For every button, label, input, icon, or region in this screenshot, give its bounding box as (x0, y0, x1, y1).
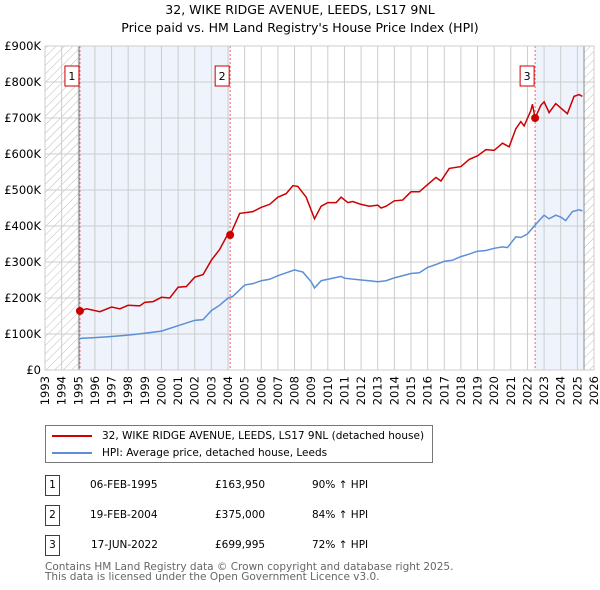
x-tick-label: 2004 (221, 376, 235, 405)
chart-subtitle: Price paid vs. HM Land Registry's House … (121, 20, 479, 35)
sale-price: £699,995 (215, 539, 266, 551)
property-price-line (79, 93, 583, 313)
x-tick-label: 2021 (504, 376, 518, 405)
legend-blue-line (52, 452, 92, 454)
sale-point (75, 306, 84, 315)
sale-marker-badge: 3 (45, 535, 60, 556)
x-tick-label: 2003 (204, 376, 218, 405)
sale-label-box (214, 65, 230, 87)
x-tick-label: 2026 (587, 376, 600, 405)
chart-title: 32, WIKE RIDGE AVENUE, LEEDS, LS17 9NL (165, 2, 435, 17)
x-tick-label: 1996 (88, 376, 102, 405)
sale-hpi: 90% ↑ HPI (312, 479, 369, 491)
plot-border (44, 45, 595, 371)
sale-date: 19-FEB-2004 (90, 509, 158, 521)
sale-row: 2 19-FEB-2004 £375,000 84% ↑ HPI (45, 505, 445, 527)
chart-legend: 32, WIKE RIDGE AVENUE, LEEDS, LS17 9NL (… (45, 425, 433, 463)
x-tick-label: 2011 (337, 376, 351, 405)
legend-label-hpi: HPI: Average price, detached house, Leed… (102, 447, 328, 459)
x-tick-label: 2014 (387, 376, 401, 405)
x-tick-label: 2000 (154, 376, 168, 405)
y-tick-label: £200K (4, 291, 41, 305)
y-tick-label: £700K (4, 111, 41, 125)
x-tick-label: 2022 (520, 376, 534, 405)
sale-date: 17-JUN-2022 (91, 539, 158, 551)
sale-label: 1 (68, 70, 75, 83)
sale-date: 06-FEB-1995 (90, 479, 158, 491)
x-tick-label: 2024 (554, 376, 568, 405)
sale-point (531, 114, 540, 123)
x-tick-label: 2019 (471, 376, 485, 405)
legend-red-line (52, 435, 92, 437)
sale-point (226, 231, 235, 239)
x-tick-label: 2020 (487, 376, 501, 405)
y-tick-label: £900K (4, 39, 41, 53)
x-tick-label: 1999 (138, 376, 152, 405)
y-tick-label: £600K (4, 147, 41, 161)
sale-row: 1 06-FEB-1995 £163,950 90% ↑ HPI (45, 475, 445, 497)
price-chart: 1993 1994 1995 1996 1997 1998 1999 2000 2001 2002… (4, 39, 600, 405)
shaded-region (535, 46, 585, 370)
sale-label: 2 (219, 70, 226, 83)
x-tick-label: 2005 (238, 376, 252, 405)
x-tick-label: 2010 (321, 376, 335, 405)
x-tick-label: 2016 (421, 376, 435, 405)
x-tick-label: 2001 (171, 376, 185, 405)
y-tick-label: £300K (4, 255, 41, 269)
footer-copyright: Contains HM Land Registry data © Crown c… (45, 561, 454, 573)
footer-licence: This data is licensed under the Open Gov… (45, 571, 380, 583)
x-tick-label: 2006 (254, 376, 268, 405)
sale-hpi: 72% ↑ HPI (312, 539, 369, 551)
sale-label: 3 (524, 70, 531, 83)
y-tick-label: £500K (4, 183, 41, 197)
x-tick-label: 2008 (288, 376, 302, 405)
hatched-region (584, 46, 594, 370)
sale-hpi: 84% ↑ HPI (312, 509, 369, 521)
x-tick-label: 1998 (121, 376, 135, 405)
sale-price: £163,950 (215, 479, 266, 491)
sale-label-box (64, 65, 80, 87)
sale-marker-badge: 2 (45, 505, 60, 526)
x-tick-label: 1994 (55, 376, 69, 405)
x-tick-label: 2012 (354, 376, 368, 405)
sale-price: £375,000 (215, 509, 266, 521)
sale-marker-badge: 1 (45, 475, 60, 496)
x-tick-label: 1997 (105, 376, 119, 405)
x-tick-label: 2017 (437, 376, 451, 405)
y-tick-label: £0 (26, 363, 41, 377)
x-tick-label: 2013 (371, 376, 385, 405)
x-tick-label: 1995 (71, 376, 85, 405)
hpi-line (79, 209, 583, 340)
x-tick-label: 2023 (537, 376, 551, 405)
x-tick-label: 2018 (454, 376, 468, 405)
y-tick-label: £800K (4, 75, 41, 89)
x-tick-label: 2002 (188, 376, 202, 405)
shaded-region (79, 46, 231, 370)
y-tick-label: £400K (4, 219, 41, 233)
x-tick-label: 2007 (271, 376, 285, 405)
x-tick-label: 2009 (304, 376, 318, 405)
legend-label-property: 32, WIKE RIDGE AVENUE, LEEDS, LS17 9NL (… (102, 430, 425, 442)
x-tick-label: 2025 (570, 376, 584, 405)
sale-row: 3 17-JUN-2022 £699,995 72% ↑ HPI (45, 535, 445, 557)
sale-label-box (519, 65, 535, 87)
hatched-region (45, 46, 80, 370)
x-tick-label: 1993 (38, 376, 52, 405)
x-tick-label: 2015 (404, 376, 418, 405)
y-tick-label: £100K (4, 327, 41, 341)
